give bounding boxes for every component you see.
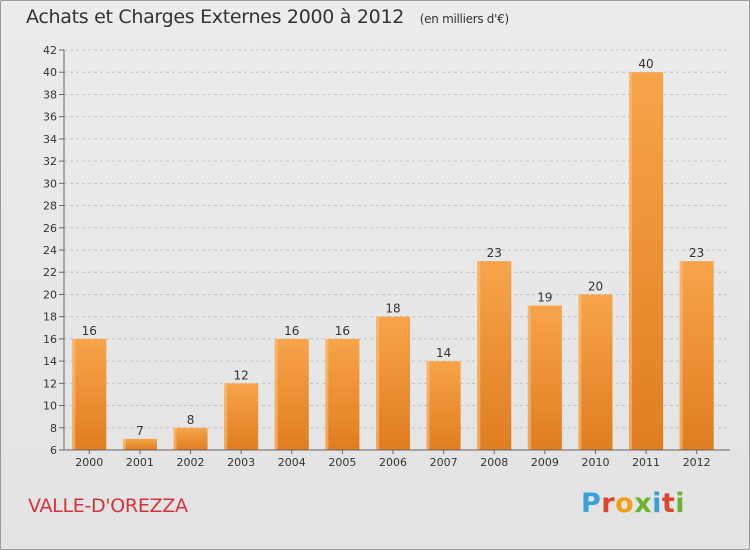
y-tick-label: 38 xyxy=(43,88,57,101)
bar-highlight xyxy=(629,72,633,450)
y-tick-label: 20 xyxy=(43,288,57,301)
chart-title-text: Achats et Charges Externes 2000 à 2012 xyxy=(26,6,405,28)
y-tick-label: 28 xyxy=(43,200,57,213)
y-tick-label: 18 xyxy=(43,311,57,324)
y-tick-label: 26 xyxy=(43,222,57,235)
logo-letter: t xyxy=(661,488,676,519)
y-tick-label: 12 xyxy=(43,377,57,390)
bar xyxy=(72,338,107,450)
bar-highlight xyxy=(325,338,329,450)
y-tick-label: 22 xyxy=(43,266,57,279)
bar xyxy=(527,305,562,450)
x-tick-label: 2003 xyxy=(227,456,255,469)
bar xyxy=(274,338,309,450)
logo-letter: r xyxy=(601,488,616,519)
bar-highlight xyxy=(72,338,76,450)
bar-highlight xyxy=(274,338,278,450)
x-tick-label: 2005 xyxy=(328,456,356,469)
x-tick-label: 2011 xyxy=(632,456,660,469)
x-axis: 2000 2001 2002 2003 2004 2005 2006 2007 2008 2009… xyxy=(64,449,730,469)
bar-highlight xyxy=(527,305,531,450)
logo-letter: o xyxy=(615,488,635,519)
y-tick-label: 42 xyxy=(43,44,57,57)
data-label: 16 xyxy=(284,324,299,338)
logo-letter: i xyxy=(652,488,662,519)
bar xyxy=(325,338,360,450)
data-label: 19 xyxy=(537,291,552,305)
y-tick-label: 32 xyxy=(43,155,57,168)
bar-highlight xyxy=(224,383,228,450)
bar xyxy=(122,438,157,450)
x-tick-label: 2012 xyxy=(683,456,711,469)
y-tick-label: 36 xyxy=(43,111,57,124)
x-tick-label: 2010 xyxy=(581,456,609,469)
data-label: 20 xyxy=(588,279,603,293)
y-tick-label: 8 xyxy=(50,422,57,435)
x-tick-label: 2002 xyxy=(177,456,205,469)
data-label: 18 xyxy=(385,302,400,316)
y-axis: 6 8 10 12 14 16 18 20 22 24 26 28 30 32 34 36 38 40 42 xyxy=(43,44,65,457)
y-tick-label: 30 xyxy=(43,177,57,190)
proxiti-logo: Proxiti xyxy=(581,488,685,519)
chart-unit: (en milliers d'€) xyxy=(419,12,509,26)
bar xyxy=(477,261,512,450)
y-tick-label: 40 xyxy=(43,66,57,79)
data-label: 14 xyxy=(436,346,451,360)
bar-highlight xyxy=(679,261,683,450)
chart-title: Achats et Charges Externes 2000 à 2012 (… xyxy=(26,6,509,28)
y-tick-label: 24 xyxy=(43,244,57,257)
data-label: 12 xyxy=(234,368,249,382)
x-tick-label: 2006 xyxy=(379,456,407,469)
x-tick-label: 2004 xyxy=(278,456,306,469)
y-tick-label: 34 xyxy=(43,133,57,146)
y-tick-label: 10 xyxy=(43,400,57,413)
bar-highlight xyxy=(578,294,582,450)
data-label: 7 xyxy=(136,424,144,438)
bar xyxy=(173,427,208,450)
bar xyxy=(224,383,259,450)
x-tick-label: 2008 xyxy=(480,456,508,469)
bar-highlight xyxy=(173,427,177,450)
y-tick-label: 6 xyxy=(50,444,57,457)
x-tick-label: 2007 xyxy=(430,456,458,469)
bar-highlight xyxy=(376,316,379,450)
data-label: 8 xyxy=(187,413,195,427)
data-label: 16 xyxy=(335,324,350,338)
y-tick-label: 16 xyxy=(43,333,57,346)
logo-letter: i xyxy=(675,488,686,519)
data-label: 23 xyxy=(487,246,502,260)
logo-letter: x xyxy=(634,488,653,519)
data-label: 16 xyxy=(82,324,97,338)
bar-highlight xyxy=(426,361,430,450)
bar xyxy=(679,261,714,450)
bar-highlight xyxy=(122,438,126,450)
logo-letter: P xyxy=(581,488,602,519)
x-tick-label: 2009 xyxy=(531,456,559,469)
bar xyxy=(578,294,613,450)
data-label: 40 xyxy=(638,57,653,71)
bar xyxy=(376,316,410,450)
bars: 16 7 8 12 16 16 18 14 23 19 20 40 23 xyxy=(72,57,714,450)
y-tick-label: 14 xyxy=(43,355,57,368)
bar xyxy=(426,361,461,450)
bar xyxy=(629,72,664,450)
x-tick-label: 2001 xyxy=(126,456,154,469)
bar-highlight xyxy=(477,261,481,450)
x-tick-label: 2000 xyxy=(75,456,103,469)
commune-name: VALLE-D'OREZZA xyxy=(28,495,188,517)
data-label: 23 xyxy=(689,246,704,260)
